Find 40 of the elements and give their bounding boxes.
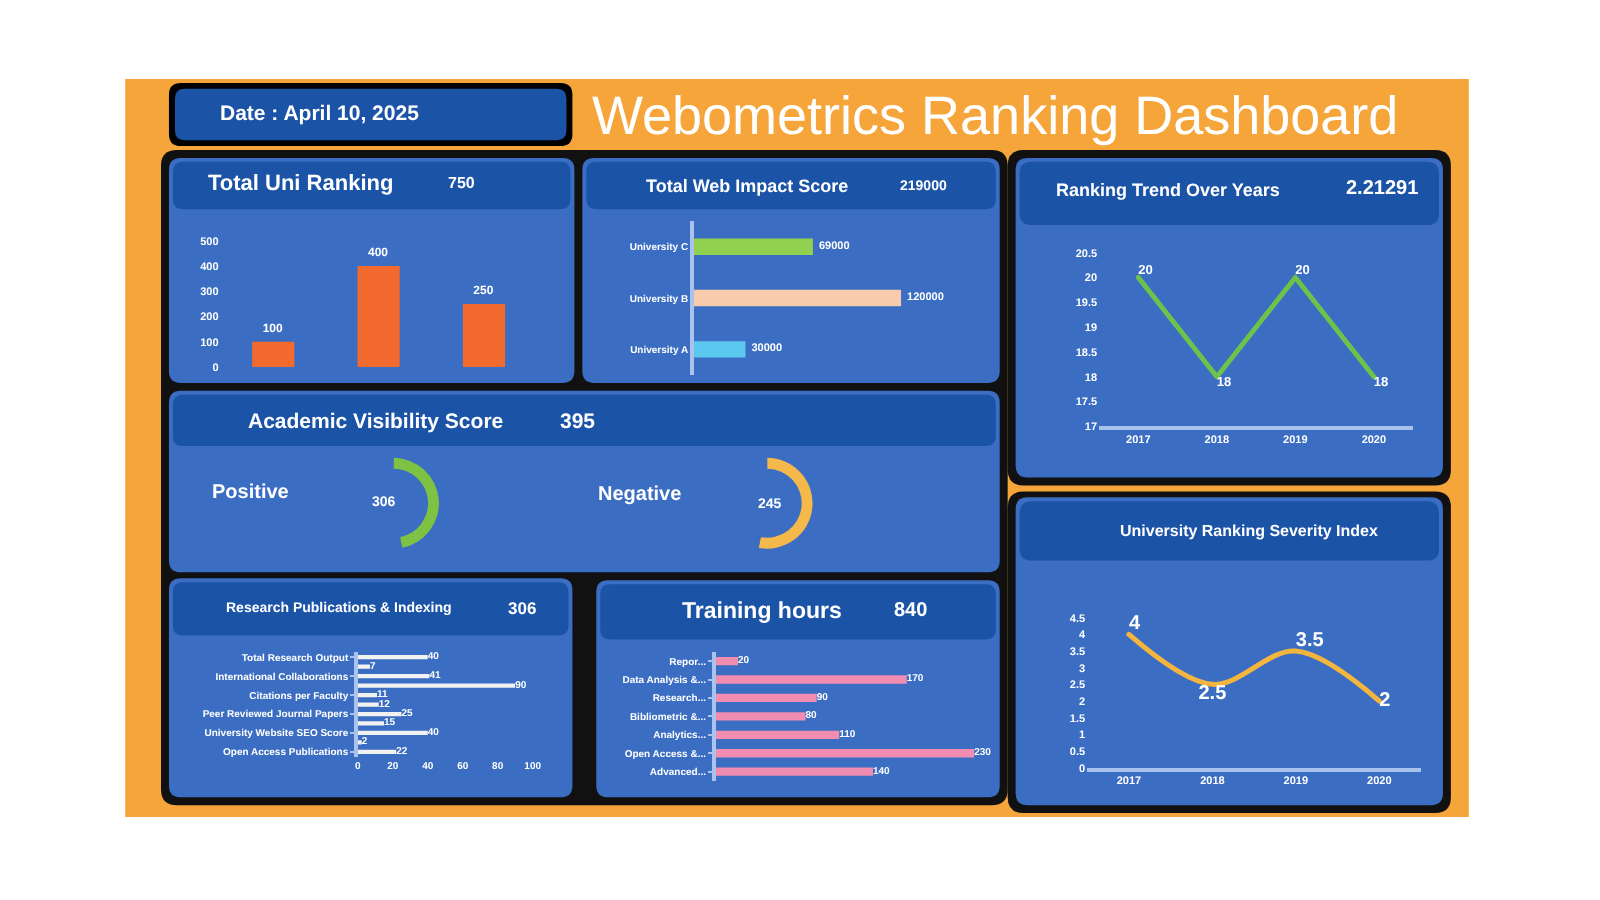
chart-subtitle: 2.21291 (1346, 178, 1420, 200)
bar (715, 712, 806, 721)
chart-title: Total Uni Ranking (208, 172, 394, 196)
bar (715, 749, 975, 758)
bar (357, 711, 402, 717)
bar (715, 656, 739, 666)
chart-title: University Ranking Severity Index (1120, 522, 1379, 540)
data-label: 4 (1128, 613, 1141, 636)
bar (462, 303, 506, 368)
bar (357, 721, 384, 726)
data-label: 2 (1379, 690, 1392, 713)
data-label: 2.5 (1198, 683, 1228, 706)
chart-subtitle: 750 (448, 174, 476, 192)
data-label: 3.5 (1295, 630, 1325, 653)
bar (357, 749, 397, 755)
bar (357, 683, 516, 688)
bar (357, 702, 379, 707)
bar (715, 767, 873, 776)
bar (357, 664, 370, 669)
text: 395 (560, 410, 596, 434)
bar (715, 693, 817, 703)
bar (252, 341, 295, 368)
bar (715, 730, 840, 739)
bar (357, 655, 428, 660)
chart-subtitle: 306 (508, 598, 537, 618)
text: Negative (598, 484, 683, 506)
chart-subtitle: 840 (894, 600, 929, 622)
chart-title: Training hours (682, 600, 842, 624)
bar (357, 730, 428, 736)
text: Positive (212, 482, 290, 504)
text: Date : April 10, 2025 (220, 102, 420, 126)
chart-title: Total Web Impact Score (646, 176, 849, 196)
bar (357, 673, 430, 679)
chart-title: Ranking Trend Over Years (1056, 180, 1280, 200)
bar (715, 675, 907, 684)
bar (357, 692, 377, 698)
text: Academic Visibility Score (248, 410, 504, 434)
bar (357, 266, 400, 368)
text: Webometrics Ranking Dashboard (592, 86, 1399, 146)
line-series (1126, 631, 1382, 704)
